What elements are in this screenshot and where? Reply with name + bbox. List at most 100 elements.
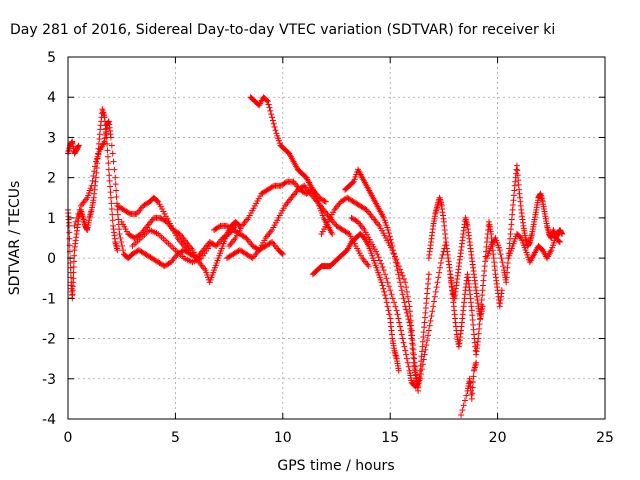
data-point <box>400 339 407 346</box>
data-point <box>433 284 440 291</box>
data-point <box>381 288 388 295</box>
data-point <box>419 361 426 368</box>
data-point <box>269 183 276 190</box>
data-point <box>375 254 382 261</box>
data-point <box>74 214 81 221</box>
data-point <box>397 266 404 273</box>
data-point <box>556 238 563 245</box>
data-point <box>393 263 400 270</box>
data-point <box>376 257 383 264</box>
data-point <box>517 234 524 241</box>
data-point <box>403 284 410 291</box>
data-point <box>388 291 395 298</box>
data-point <box>405 316 412 323</box>
data-point <box>322 198 329 205</box>
data-point <box>109 217 116 224</box>
data-point <box>383 275 390 282</box>
data-point <box>382 295 389 302</box>
data-point <box>248 254 255 261</box>
chart-title: Day 281 of 2016, Sidereal Day-to-day VTE… <box>10 22 555 38</box>
data-point <box>418 370 425 377</box>
data-point <box>378 279 385 286</box>
data-point <box>424 337 431 344</box>
data-point <box>269 114 276 121</box>
data-point <box>387 287 394 294</box>
y-axis-label: SDTVAR / TECUs <box>7 181 23 296</box>
data-point <box>126 210 133 217</box>
data-point <box>111 166 118 173</box>
data-point <box>107 183 114 190</box>
data-point <box>500 263 507 270</box>
data-points <box>65 94 566 418</box>
data-point <box>263 97 270 104</box>
data-point <box>116 230 123 237</box>
data-point <box>211 242 218 249</box>
data-point <box>89 177 96 184</box>
data-point <box>403 355 410 362</box>
data-point <box>88 182 95 189</box>
data-point <box>76 206 83 213</box>
data-point <box>105 166 112 173</box>
data-point <box>386 233 393 240</box>
data-point <box>91 168 98 175</box>
data-point <box>386 311 393 318</box>
y-tick-label: 2 <box>47 171 56 187</box>
data-point <box>404 293 411 300</box>
data-point <box>70 275 77 282</box>
y-tick-label: -2 <box>42 332 56 348</box>
data-point <box>460 402 467 409</box>
data-point <box>282 179 289 186</box>
data-point <box>154 197 161 204</box>
data-point <box>438 255 445 262</box>
data-point <box>396 275 403 282</box>
x-axis-label: GPS time / hours <box>277 458 394 474</box>
data-point <box>385 230 392 237</box>
data-point <box>398 269 405 276</box>
data-point <box>394 311 401 318</box>
data-point <box>270 120 277 127</box>
data-point <box>118 239 125 246</box>
data-point <box>401 343 408 350</box>
data-point <box>425 327 432 334</box>
data-point <box>278 250 285 257</box>
data-point <box>403 309 410 316</box>
data-point <box>405 298 412 305</box>
data-point <box>431 298 438 305</box>
data-point <box>399 335 406 342</box>
data-point <box>468 395 475 402</box>
y-tick-label: -3 <box>42 372 56 388</box>
data-point <box>403 288 410 295</box>
data-point <box>417 375 424 382</box>
data-point <box>119 247 126 254</box>
data-point <box>107 189 114 196</box>
y-tick-label: 3 <box>47 130 56 146</box>
data-point <box>395 271 402 278</box>
data-point <box>399 291 406 298</box>
data-point <box>399 272 406 279</box>
data-point <box>459 407 466 414</box>
data-point <box>90 173 97 180</box>
data-point <box>107 134 114 141</box>
data-point <box>378 260 385 267</box>
x-tick-label: 5 <box>171 430 180 446</box>
data-point <box>109 211 116 218</box>
x-tick-label: 15 <box>381 430 399 446</box>
data-point <box>321 197 328 204</box>
data-point <box>421 351 428 358</box>
data-point <box>365 263 372 270</box>
data-point <box>113 193 120 200</box>
data-point <box>396 319 403 326</box>
data-point <box>394 267 401 274</box>
data-point <box>497 251 504 258</box>
data-point <box>66 222 73 229</box>
data-point <box>439 251 446 258</box>
data-point <box>106 172 113 179</box>
data-point <box>268 111 275 118</box>
data-point <box>299 183 306 190</box>
data-point <box>110 158 117 165</box>
data-point <box>71 252 78 259</box>
data-point <box>114 247 121 254</box>
data-point <box>267 107 274 114</box>
data-point <box>374 251 381 258</box>
data-point <box>496 247 503 254</box>
